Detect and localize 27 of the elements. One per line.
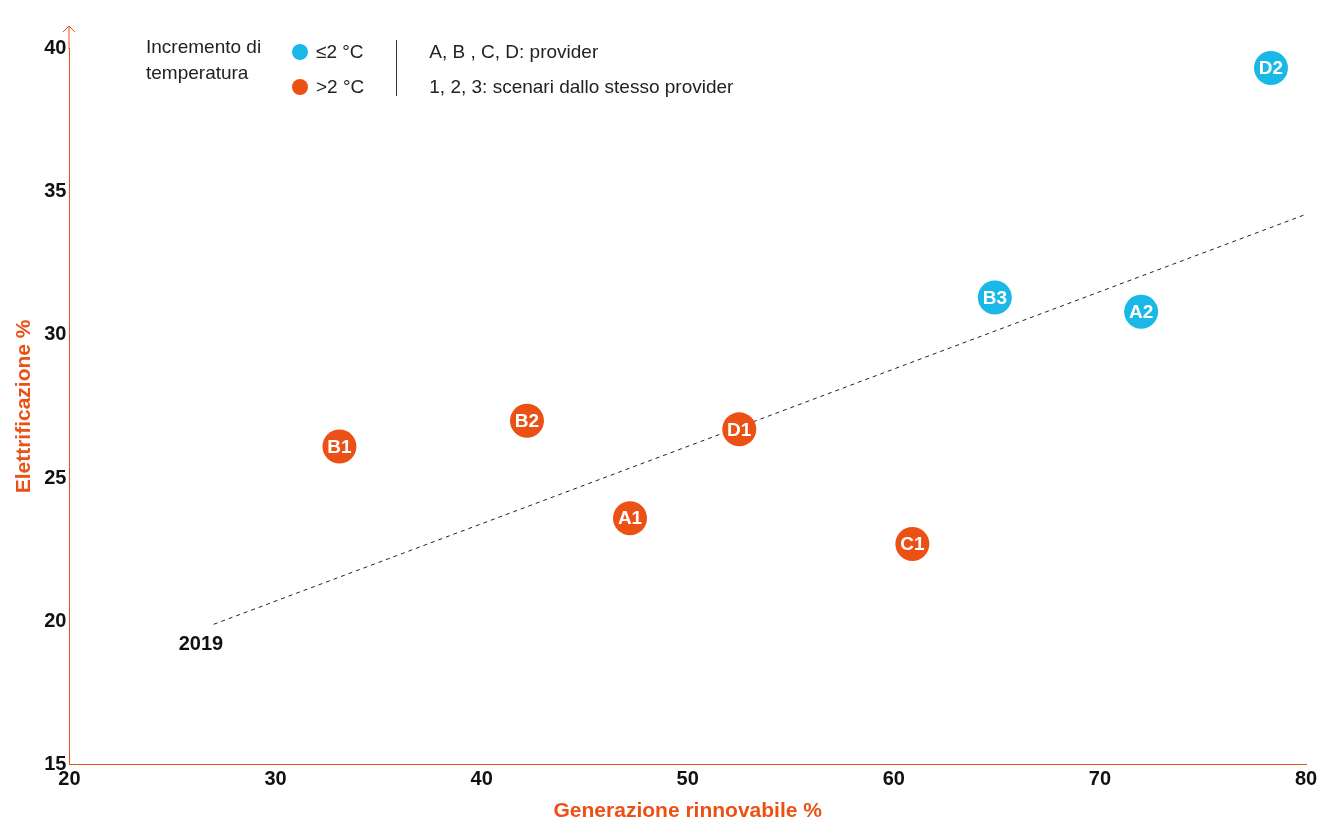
legend-label: ≤2 °C — [316, 40, 364, 63]
annotation: 2019 — [178, 631, 224, 654]
data-label: D2 — [1258, 57, 1284, 79]
y-tick-label: 40 — [44, 35, 67, 58]
data-label: A1 — [617, 507, 643, 529]
x-tick-label: 80 — [1294, 767, 1318, 790]
data-label: C1 — [900, 533, 925, 555]
y-axis-title: Elettrificazione % — [11, 319, 35, 494]
x-tick-label: 30 — [264, 767, 287, 790]
data-label: B2 — [514, 409, 540, 431]
legend-label: >2 °C — [316, 75, 365, 98]
y-tick-label: 35 — [44, 178, 67, 201]
x-tick-label: 60 — [882, 767, 905, 790]
y-tick-label: 30 — [44, 322, 67, 345]
y-tick-label: 25 — [44, 465, 67, 488]
annotation: 1, 2, 3: scenari dallo stesso provider — [429, 75, 734, 99]
x-tick-label: 40 — [470, 767, 493, 790]
data-label: B3 — [982, 286, 1007, 308]
data-label: B1 — [327, 435, 352, 457]
x-axis-title: Generazione rinnovabile % — [553, 798, 823, 822]
x-tick-label: 50 — [676, 767, 699, 790]
data-label: D1 — [727, 418, 752, 440]
data-label: A2 — [1128, 301, 1154, 323]
y-tick-label: 20 — [44, 608, 67, 631]
x-tick-label: 70 — [1088, 767, 1112, 790]
legend-title: Incremento di temperatura — [146, 35, 263, 85]
annotation: A, B , C, D: provider — [429, 40, 600, 64]
